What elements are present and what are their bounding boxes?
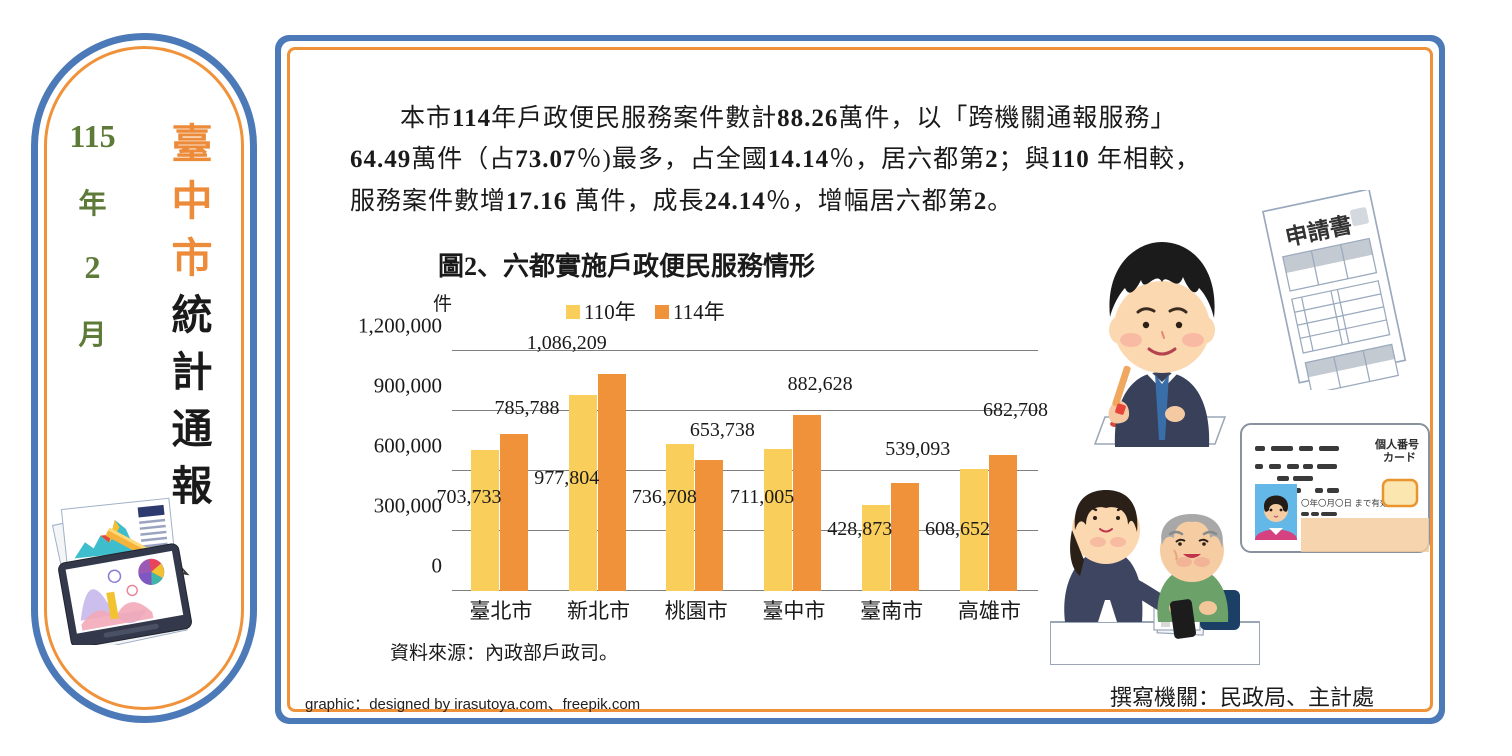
svg-text:〇年〇月〇日 まで有効: 〇年〇月〇日 まで有効 (1301, 498, 1388, 508)
svg-text:個人番号: 個人番号 (1374, 437, 1419, 451)
svg-text:カード: カード (1383, 451, 1416, 464)
